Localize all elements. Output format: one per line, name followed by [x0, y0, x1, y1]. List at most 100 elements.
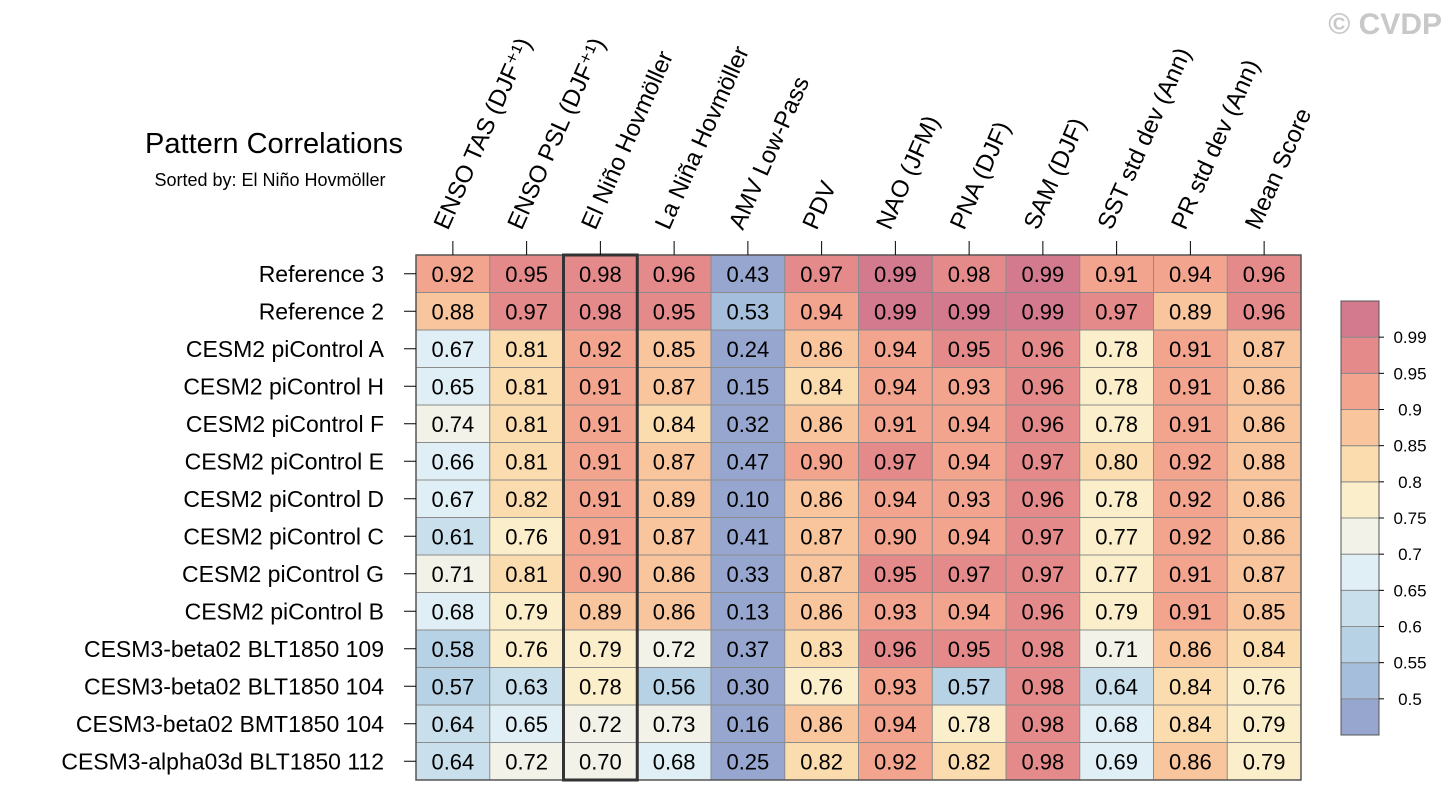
colorbar-label: 0.75 [1393, 509, 1426, 528]
heatmap-cell [711, 517, 785, 555]
cell-value: 0.91 [579, 412, 622, 437]
cell-value: 0.24 [726, 337, 769, 362]
cell-value: 0.95 [505, 262, 548, 287]
cell-value: 0.96 [1021, 412, 1064, 437]
cell-value: 0.92 [431, 262, 474, 287]
heatmap-cell [489, 480, 564, 518]
heatmap-cell [932, 480, 1006, 518]
heatmap-cell [858, 667, 933, 705]
cell-value: 0.87 [653, 524, 696, 549]
heatmap-cell [932, 330, 1006, 368]
heatmap-cell [711, 480, 785, 518]
heatmap-cell [1227, 330, 1301, 368]
heatmap-cell [1227, 630, 1301, 668]
cell-value: 0.67 [431, 337, 474, 362]
heatmap-cell [489, 742, 564, 780]
heatmap-cell [711, 367, 785, 405]
heatmap-cell [784, 405, 859, 443]
heatmap-cell [1153, 442, 1228, 480]
heatmap-cell [416, 630, 490, 668]
cell-value: 0.76 [800, 674, 843, 699]
cell-value: 0.33 [726, 562, 769, 587]
heatmap-cell [858, 442, 933, 480]
cell-value: 0.81 [505, 449, 548, 474]
cell-value: 0.92 [1169, 487, 1212, 512]
heatmap-cell [1079, 630, 1154, 668]
cell-value: 0.96 [1021, 337, 1064, 362]
heatmap-cell [1079, 292, 1154, 330]
cell-value: 0.97 [505, 299, 548, 324]
heatmap-cell [784, 367, 859, 405]
heatmap-cell [489, 555, 564, 593]
heatmap-cell [489, 330, 564, 368]
cell-value: 0.93 [948, 374, 991, 399]
colorbar-segment [1340, 553, 1380, 591]
colorbar-label: 0.5 [1398, 690, 1422, 709]
heatmap-cell [932, 405, 1006, 443]
heatmap-cell [416, 292, 490, 330]
heatmap-cell [1006, 667, 1080, 705]
heatmap-cell [932, 555, 1006, 593]
cell-value: 0.93 [948, 487, 991, 512]
heatmap-cell [1079, 405, 1154, 443]
cell-value: 0.83 [800, 637, 843, 662]
heatmap-cell [1153, 405, 1228, 443]
cell-value: 0.87 [653, 449, 696, 474]
heatmap-cell [416, 405, 490, 443]
cell-value: 0.97 [874, 449, 917, 474]
cell-value: 0.69 [1095, 749, 1138, 774]
chart-subtitle: Sorted by: El Niño Hovmöller [154, 170, 385, 190]
heatmap-cell [932, 592, 1006, 630]
heatmap-cell [563, 667, 638, 705]
cell-value: 0.91 [579, 487, 622, 512]
heatmap-cell [858, 555, 933, 593]
heatmap-cell [711, 592, 785, 630]
heatmap-cell [711, 742, 785, 780]
cell-value: 0.47 [726, 449, 769, 474]
cell-value: 0.76 [505, 524, 548, 549]
heatmap-cell [932, 742, 1006, 780]
cell-value: 0.79 [579, 637, 622, 662]
row-label: CESM2 piControl E [185, 448, 384, 474]
colorbar-segment [1340, 589, 1380, 627]
cell-value: 0.85 [653, 337, 696, 362]
cell-value: 0.94 [948, 449, 991, 474]
column-label: NAO (JFM) [871, 112, 945, 234]
cell-value: 0.98 [948, 262, 991, 287]
heatmap-cell [1079, 555, 1154, 593]
cell-value: 0.84 [1169, 712, 1212, 737]
cell-value: 0.91 [579, 449, 622, 474]
heatmap-cell [784, 292, 859, 330]
row-label: CESM2 piControl B [185, 598, 384, 624]
cell-value: 0.70 [579, 749, 622, 774]
cell-value: 0.94 [874, 712, 917, 737]
cell-value: 0.97 [1021, 562, 1064, 587]
heatmap-cell [489, 292, 564, 330]
cell-value: 0.78 [1095, 412, 1138, 437]
cell-value: 0.86 [653, 599, 696, 624]
cell-value: 0.87 [1243, 562, 1286, 587]
heatmap-cell [1079, 742, 1154, 780]
cell-value: 0.92 [579, 337, 622, 362]
heatmap-cell [932, 667, 1006, 705]
cell-value: 0.89 [1169, 299, 1212, 324]
heatmap-cell [711, 630, 785, 668]
heatmap-cell [563, 330, 638, 368]
cell-value: 0.43 [726, 262, 769, 287]
cell-value: 0.78 [948, 712, 991, 737]
heatmap-cell [1006, 630, 1080, 668]
cell-value: 0.30 [726, 674, 769, 699]
cell-value: 0.90 [579, 562, 622, 587]
cell-value: 0.89 [653, 487, 696, 512]
cell-value: 0.32 [726, 412, 769, 437]
column-label: PNA (DJF) [945, 118, 1016, 234]
heatmap-cell [1079, 667, 1154, 705]
cell-value: 0.98 [579, 262, 622, 287]
cell-value: 0.86 [800, 599, 843, 624]
cell-value: 0.78 [579, 674, 622, 699]
cell-value: 0.57 [948, 674, 991, 699]
heatmap-cell [1153, 592, 1228, 630]
cell-value: 0.97 [800, 262, 843, 287]
row-label: CESM2 piControl F [186, 411, 384, 437]
